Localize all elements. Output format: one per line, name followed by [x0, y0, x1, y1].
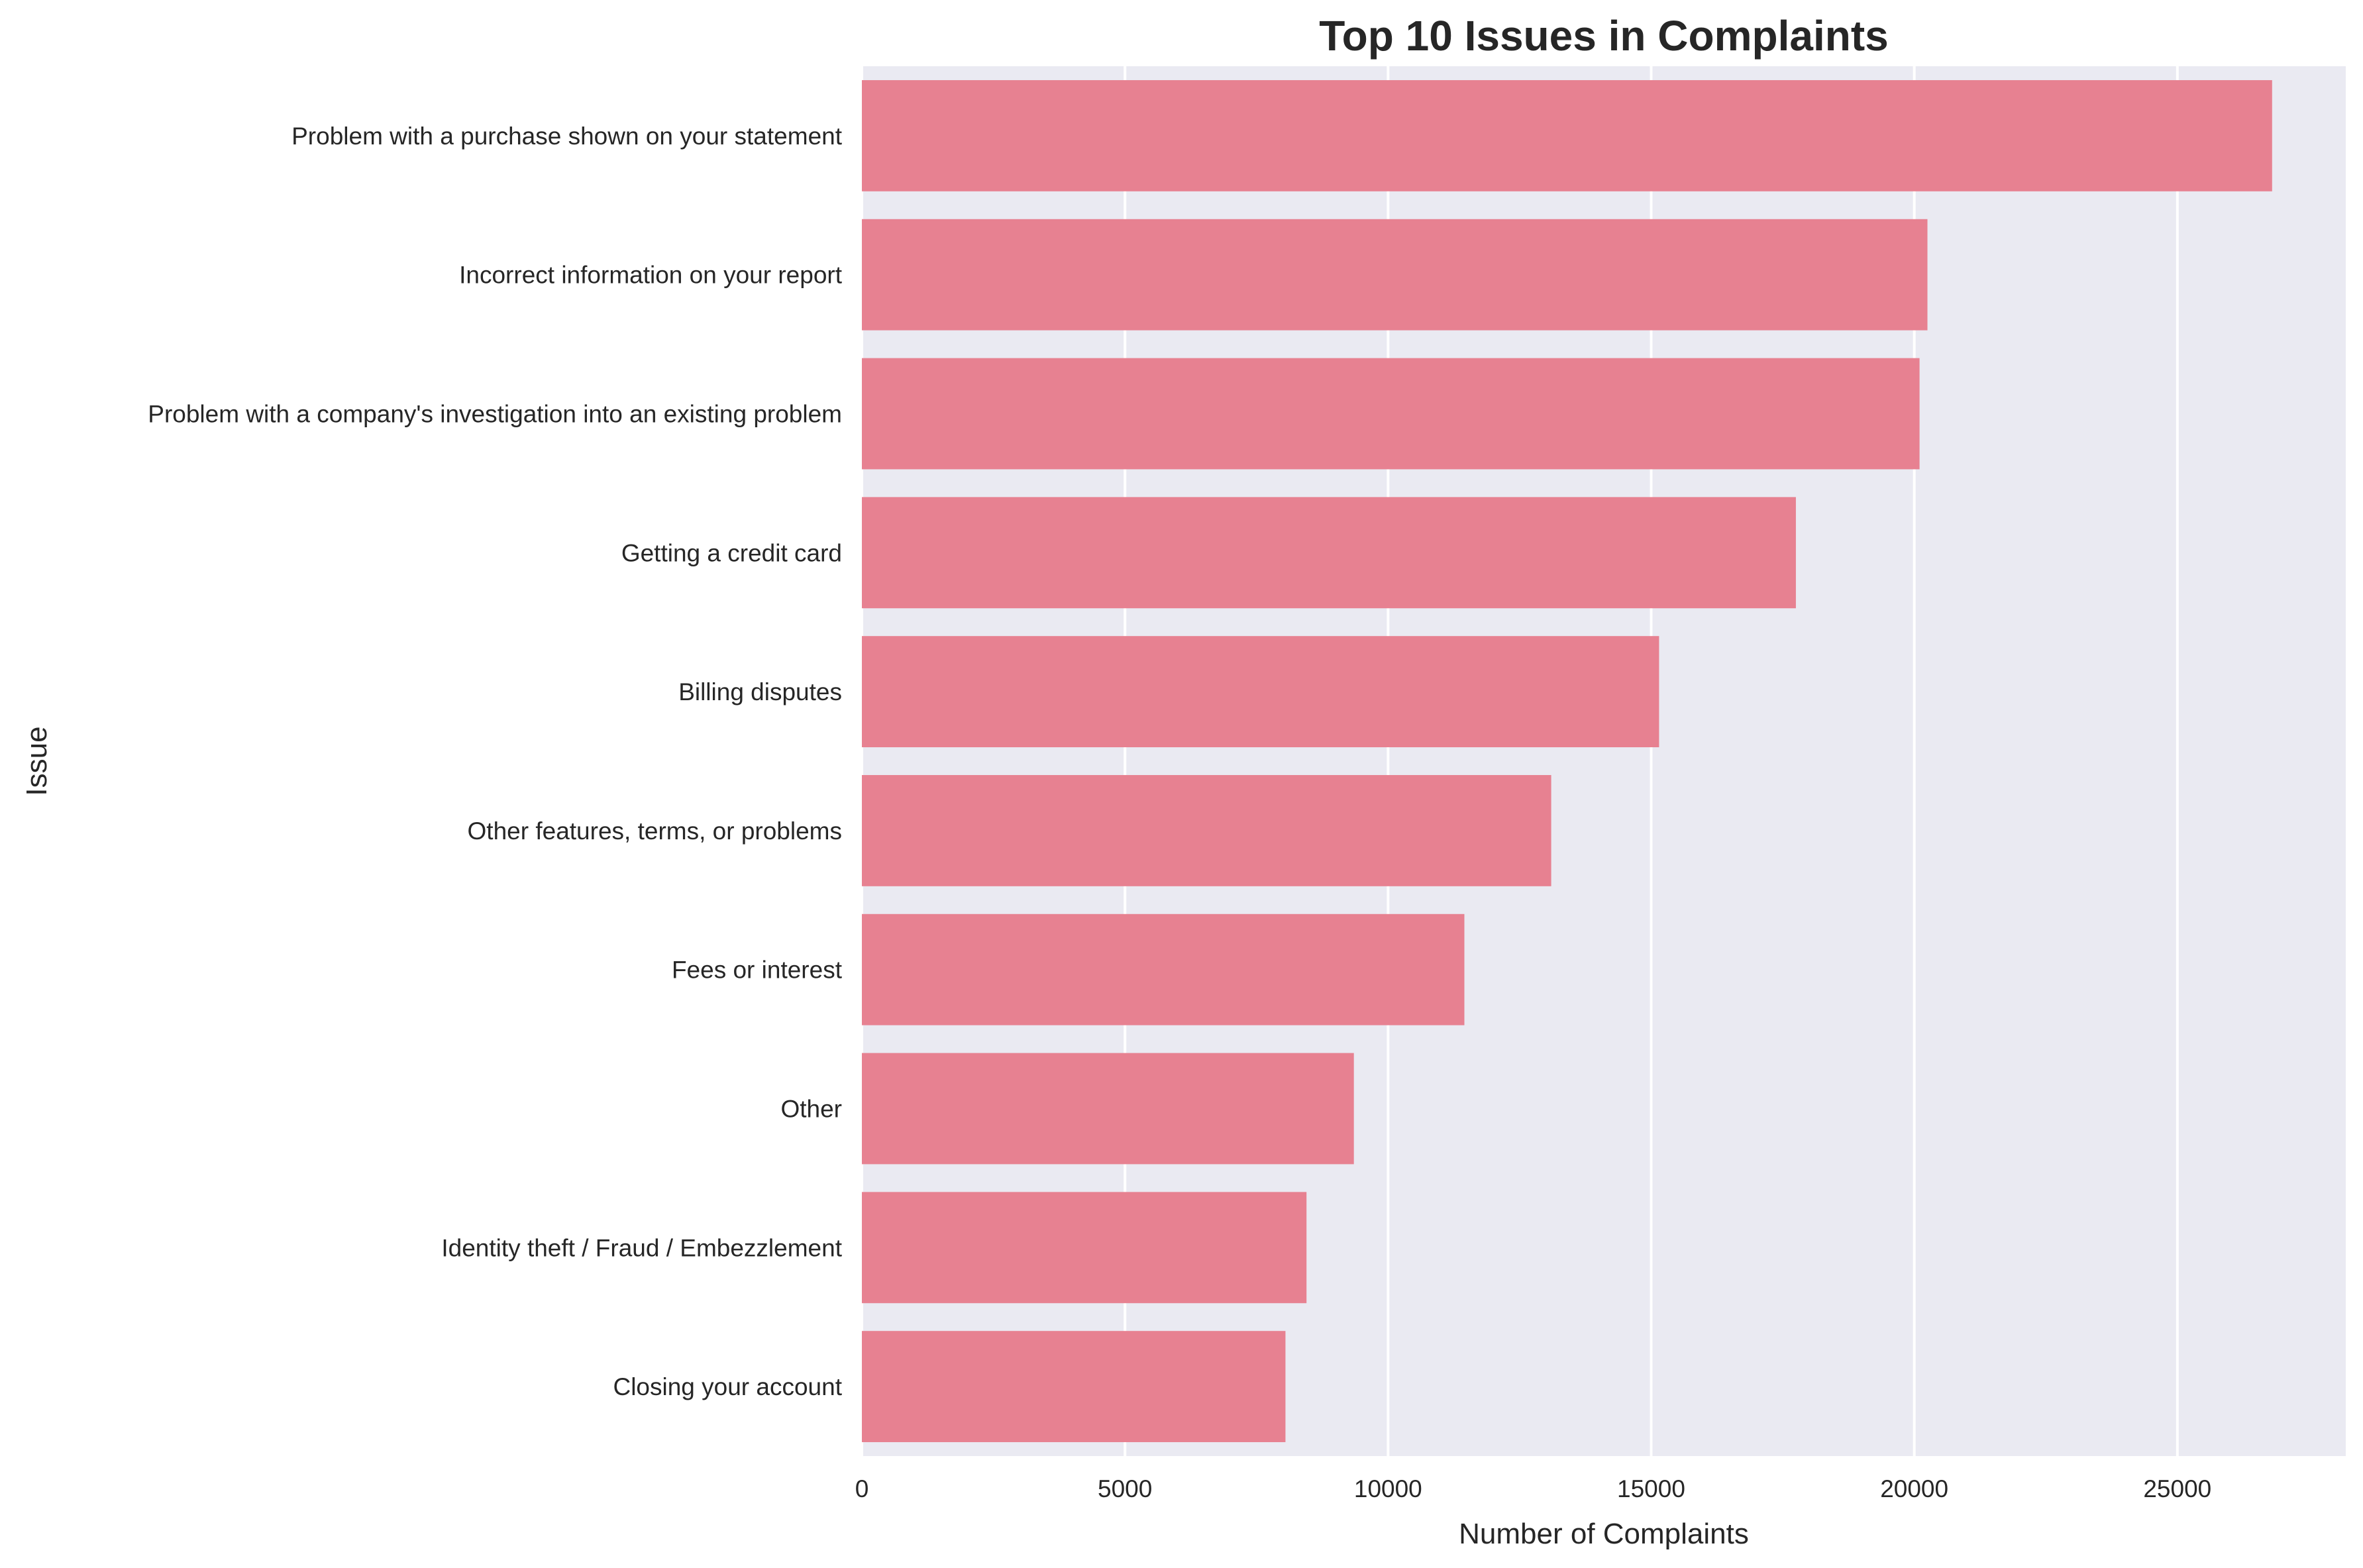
y-tick-labels: Problem with a purchase shown on your st…	[148, 123, 842, 1400]
bar	[862, 1331, 1286, 1443]
y-tick-label: Problem with a purchase shown on your st…	[291, 123, 843, 150]
bars	[862, 79, 2272, 1443]
x-tick-label: 10000	[1354, 1475, 1422, 1502]
y-tick-label: Other features, terms, or problems	[468, 817, 842, 845]
bar	[862, 774, 1551, 886]
bar	[862, 1053, 1354, 1165]
chart-title: Top 10 Issues in Complaints	[1319, 12, 1888, 60]
bar	[862, 358, 1920, 470]
y-tick-label: Getting a credit card	[621, 539, 842, 566]
x-tick-label: 15000	[1617, 1475, 1685, 1502]
x-tick-label: 25000	[2143, 1475, 2211, 1502]
y-tick-label: Billing disputes	[678, 678, 842, 706]
y-tick-label: Incorrect information on your report	[459, 262, 843, 289]
x-tick-label: 0	[855, 1475, 869, 1502]
y-tick-label: Fees or interest	[672, 957, 843, 984]
x-tick-label: 5000	[1098, 1475, 1152, 1502]
y-tick-label: Identity theft / Fraud / Embezzlement	[441, 1234, 842, 1261]
y-tick-label: Other	[780, 1096, 842, 1123]
x-tick-labels: 0 5000 10000 15000 20000 25000	[855, 1475, 2212, 1502]
bar	[862, 497, 1796, 609]
bar	[862, 636, 1659, 748]
x-tick-label: 20000	[1880, 1475, 1948, 1502]
x-axis-label: Number of Complaints	[1459, 1518, 1749, 1550]
y-tick-label: Closing your account	[613, 1373, 842, 1400]
y-axis-label: Issue	[21, 726, 53, 796]
y-tick-label: Problem with a company's investigation i…	[148, 401, 842, 428]
bar	[862, 914, 1465, 1025]
bar	[862, 1192, 1307, 1304]
bar	[862, 219, 1928, 331]
bar	[862, 79, 2272, 191]
